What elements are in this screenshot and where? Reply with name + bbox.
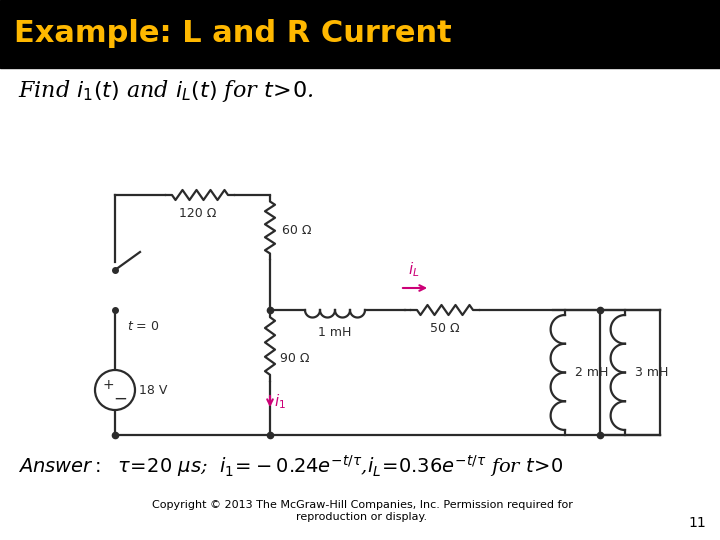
Text: $i_L$: $i_L$ (408, 260, 420, 279)
Text: $t$ = 0: $t$ = 0 (127, 320, 159, 333)
Text: 3 mH: 3 mH (635, 366, 668, 379)
Text: +: + (102, 378, 114, 392)
Text: $Answer:$  $\tau\!=\!20\ \mu s$;  $i_1\!=\!-0.24e^{-t/\tau}$,$i_L\!=\!0.36e^{-t/: $Answer:$ $\tau\!=\!20\ \mu s$; $i_1\!=\… (18, 453, 564, 479)
Text: 2 mH: 2 mH (575, 366, 608, 379)
Text: 120 Ω: 120 Ω (179, 207, 217, 220)
Text: Example: L and R Current: Example: L and R Current (14, 19, 451, 49)
Text: 50 Ω: 50 Ω (430, 322, 460, 335)
Circle shape (95, 370, 135, 410)
Text: 60 Ω: 60 Ω (282, 224, 312, 237)
Text: 18 V: 18 V (139, 383, 167, 396)
Text: 11: 11 (688, 516, 706, 530)
Text: −: − (113, 390, 127, 408)
Bar (0, 0, 720, 68)
Text: $i_1$: $i_1$ (274, 392, 286, 411)
Text: 1 mH: 1 mH (318, 326, 351, 339)
Text: Find $i_1(t)$ and $i_L(t)$ for $t\!>\!0$.: Find $i_1(t)$ and $i_L(t)$ for $t\!>\!0$… (18, 78, 313, 104)
Text: Copyright © 2013 The McGraw-Hill Companies, Inc. Permission required for
reprodu: Copyright © 2013 The McGraw-Hill Compani… (152, 500, 572, 522)
Text: 90 Ω: 90 Ω (280, 352, 310, 365)
